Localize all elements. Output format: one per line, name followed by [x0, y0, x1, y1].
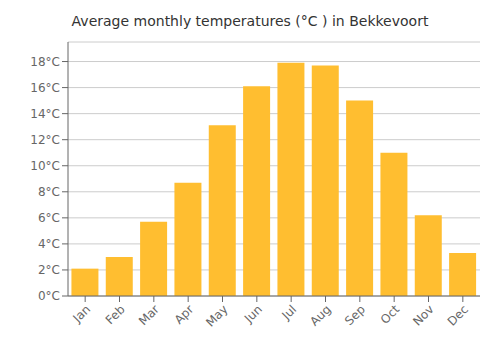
svg-text:Mar: Mar — [136, 302, 162, 328]
svg-text:16°C: 16°C — [30, 81, 60, 95]
svg-text:Apr: Apr — [172, 302, 197, 327]
svg-text:Aug: Aug — [307, 302, 333, 328]
svg-text:2°C: 2°C — [38, 263, 60, 277]
svg-text:8°C: 8°C — [38, 185, 60, 199]
svg-text:May: May — [203, 302, 230, 329]
svg-text:Jul: Jul — [278, 302, 299, 323]
svg-text:14°C: 14°C — [30, 107, 60, 121]
svg-text:Sep: Sep — [342, 302, 368, 328]
svg-text:10°C: 10°C — [30, 159, 60, 173]
svg-text:12°C: 12°C — [30, 133, 60, 147]
svg-text:Feb: Feb — [103, 302, 128, 327]
svg-text:0°C: 0°C — [38, 289, 60, 303]
svg-text:Oct: Oct — [378, 302, 403, 327]
html-text:Average monthly temperatures (: Average monthly temperatures (°C ) in Be… — [71, 13, 429, 29]
svg-text:Nov: Nov — [410, 302, 436, 328]
svg-text:Jan: Jan — [70, 302, 94, 326]
svg-text:Jun: Jun — [241, 302, 265, 326]
svg-text:6°C: 6°C — [38, 211, 60, 225]
svg-text:18°C: 18°C — [30, 55, 60, 69]
svg-text:Dec: Dec — [445, 302, 471, 328]
svg-text:4°C: 4°C — [38, 237, 60, 251]
